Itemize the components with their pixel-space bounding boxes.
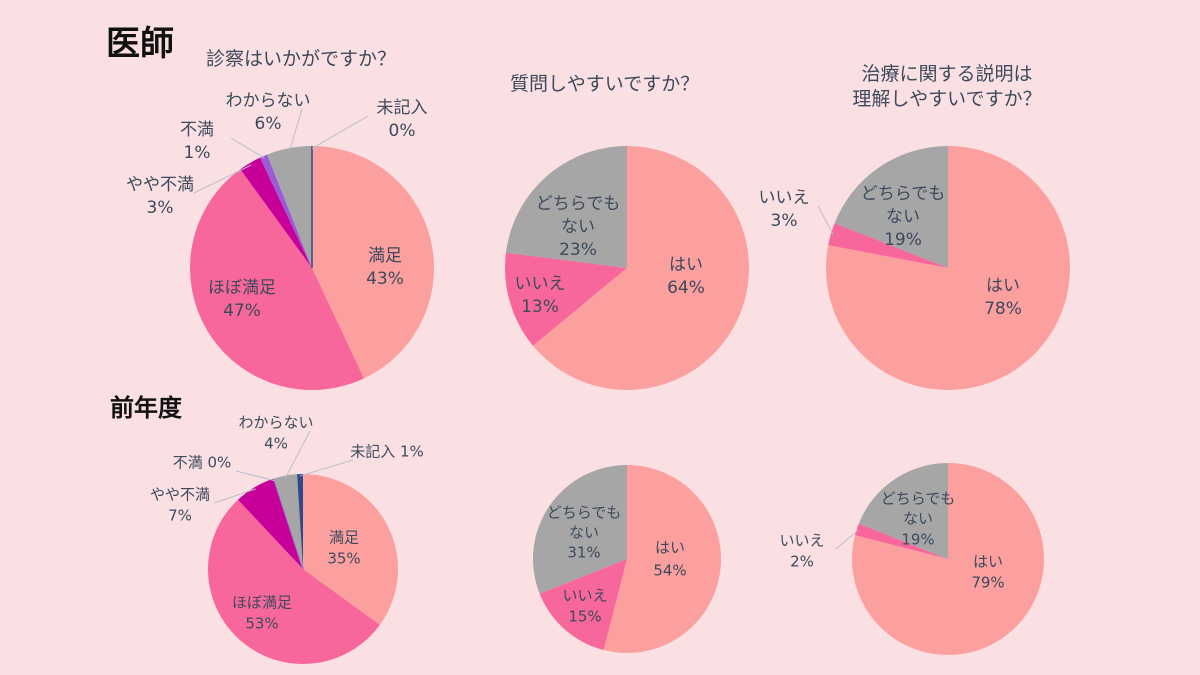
data-label: 未記入 1% [350, 443, 424, 461]
pie-slice [237, 478, 303, 569]
data-label: 53% [245, 615, 278, 633]
data-label: 78% [984, 299, 1022, 319]
slice-label: 未記入 [377, 98, 428, 118]
data-label: 64% [667, 278, 705, 298]
pie-slice [539, 559, 627, 651]
chart-title-exam: 診察はいかがですか？ [206, 48, 397, 70]
data-label: 43% [366, 269, 404, 289]
section-heading-previous: 前年度 [110, 394, 182, 422]
leader-line [285, 430, 311, 478]
pie-slice [855, 523, 948, 559]
data-label: 2% [790, 553, 814, 571]
slice-label: 満足 [368, 246, 402, 266]
leader-line [299, 459, 354, 477]
slice-label: どちらでも [547, 504, 622, 522]
pie-slice [208, 499, 380, 664]
pie-slice [260, 154, 312, 268]
chart-title-explanation: 治療に関する説明は 理解しやすいですか？ [812, 62, 1082, 112]
slice-label: ない [569, 524, 599, 542]
pie-slice [834, 146, 948, 268]
leader-line [817, 205, 834, 235]
pie-slice [505, 146, 627, 268]
slice-label: いいえ [759, 188, 810, 208]
data-label: 47% [223, 301, 261, 321]
slice-label: いいえ [779, 532, 824, 550]
leader-line [193, 164, 252, 194]
data-label: 54% [653, 562, 686, 580]
slice-label: ほぼ満足 [232, 594, 292, 612]
pie-slice [603, 465, 721, 653]
slice-label: はい [669, 255, 703, 275]
slice-label: ない [903, 510, 933, 528]
slice-label: はい [973, 553, 1003, 571]
pie-chart-1: 満足 43% ほぼ満足 47% やや不満 3% 不満 1% わからない 6% 未記入 0% [126, 91, 434, 390]
data-label: 19% [884, 230, 922, 250]
slice-label: やや不満 [150, 486, 210, 504]
pie-slice [532, 145, 749, 391]
data-label: 31% [567, 544, 600, 562]
slice-label: 満足 [329, 529, 359, 547]
data-label: 6% [255, 114, 282, 134]
leader-line [213, 488, 256, 504]
slice-label: いいえ [562, 587, 607, 605]
data-label: 13% [521, 297, 559, 317]
data-label: 35% [327, 550, 360, 568]
data-label: 23% [559, 240, 597, 260]
slice-label: どちらでも [536, 194, 621, 214]
slice-label: はい [655, 539, 685, 557]
pie-slice [267, 146, 312, 268]
chart-title-questions: 質問しやすいですか？ [510, 73, 700, 95]
leader-line [235, 470, 275, 481]
pie-chart-4: 満足 35% ほぼ満足 53% やや不満 7% 不満 0% わからない 4% 未記入 1% [150, 414, 424, 664]
pie-slice [240, 157, 312, 268]
data-label: 3% [147, 198, 174, 218]
data-label: 19% [901, 531, 934, 549]
data-label: 1% [184, 143, 211, 163]
data-label: 不満 0% [173, 454, 232, 472]
pie-slice [852, 463, 1045, 656]
chart-title-line-2: 理解しやすいですか？ [852, 88, 1042, 110]
pie-slice [532, 465, 627, 594]
slice-label: わからない [238, 414, 313, 432]
data-label: 3% [771, 211, 798, 231]
data-label: 15% [568, 608, 601, 626]
chart-title-line-1: 治療に関する説明は [861, 63, 1033, 85]
pie-slice [828, 223, 948, 268]
data-label: 4% [264, 435, 288, 453]
pie-slice [297, 474, 303, 569]
leader-line [835, 529, 859, 550]
slice-label: はい [986, 276, 1020, 296]
pie-slice [858, 463, 948, 559]
leader-line [311, 115, 369, 149]
data-label: 0% [389, 121, 416, 141]
data-label: 7% [168, 507, 192, 525]
slice-label: わからない [226, 91, 311, 111]
data-label: 79% [971, 574, 1004, 592]
slice-label: ない [561, 217, 595, 237]
pie-slice [312, 146, 434, 379]
pie-slice [273, 474, 303, 569]
slice-label: ない [886, 207, 920, 227]
slice-label: いいえ [515, 274, 566, 294]
slice-label: どちらでも [881, 490, 956, 508]
slice-label: やや不満 [126, 175, 194, 195]
leader-line [289, 108, 303, 151]
pie-slice [303, 474, 399, 625]
leader-line [230, 137, 265, 159]
pie-slice [504, 252, 627, 346]
slice-label: ほぼ満足 [208, 278, 276, 298]
slice-label: 不満 [180, 120, 214, 140]
slice-label: どちらでも [861, 184, 946, 204]
section-heading-current: 医師 [106, 24, 174, 64]
pie-slice [190, 169, 364, 390]
